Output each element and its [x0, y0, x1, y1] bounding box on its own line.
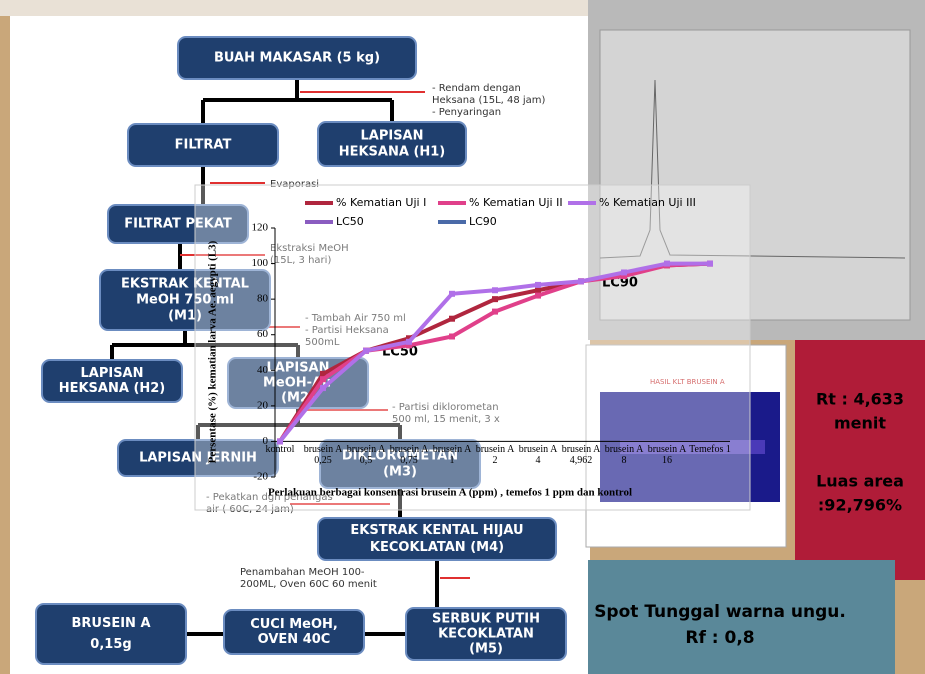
point	[578, 278, 584, 284]
x-tick-label-box: Temefos 1	[688, 444, 732, 474]
flow-node-label: EKSTRAK KENTAL HIJAU	[350, 523, 523, 538]
flow-node-label: FILTRAT	[175, 138, 232, 153]
legend-label: LC90	[469, 215, 497, 228]
point	[664, 261, 670, 267]
area-value: :92,796%	[818, 496, 902, 515]
x-tick-label-box: brusein A 8	[602, 444, 646, 474]
y-tick-label: 120	[252, 222, 269, 234]
point	[535, 282, 541, 288]
x-tick-label: brusein A 1	[430, 444, 474, 466]
x-tick-label: brusein A 2	[473, 444, 517, 466]
x-tick-label-box: brusein A 0,5	[344, 444, 388, 474]
point	[449, 316, 455, 322]
chart: Perlakuan berbagai konsentrasi brusein A…	[195, 185, 750, 510]
point	[320, 385, 326, 391]
flow-node-label: (M5)	[469, 642, 503, 657]
rt-unit: menit	[834, 414, 886, 433]
x-tick-label: brusein A 0,5	[344, 444, 388, 466]
flow-node-label: 0,15g	[90, 637, 131, 652]
flow-note: - Penyaringan	[432, 107, 501, 118]
point	[320, 376, 326, 382]
flow-note: 200ML, Oven 60C 60 menit	[240, 579, 377, 590]
flow-node-label: BRUSEIN A	[71, 616, 150, 631]
point	[363, 348, 369, 354]
legend-label: % Kematian Uji I	[336, 196, 426, 209]
point	[535, 287, 541, 293]
x-tick-label-box: brusein A 4	[516, 444, 560, 474]
flow-node-label: CUCI MeOH,	[250, 617, 338, 632]
x-tick-label: brusein A 4	[516, 444, 560, 466]
point	[449, 333, 455, 339]
flow-node-label: LAPISAN	[360, 129, 423, 144]
point	[535, 293, 541, 299]
x-tick-label: brusein A 4,962	[559, 444, 603, 466]
point	[406, 339, 412, 345]
x-tick-label: brusein A 0,25	[301, 444, 345, 466]
flow-note: Heksana (15L, 48 jam)	[432, 95, 546, 106]
x-tick-label-box: brusein A 4,962	[559, 444, 603, 474]
x-tick-label: Temefos 1	[688, 444, 732, 455]
flow-node	[36, 604, 186, 664]
flow-node-label: KECOKLATAN (M4)	[370, 540, 504, 555]
x-axis-label: Perlakuan berbagai konsentrasi brusein A…	[268, 487, 632, 499]
rt-value: Rt : 4,633	[816, 390, 904, 409]
y-tick-label: 100	[252, 257, 269, 269]
x-tick-label-box: brusein A 2	[473, 444, 517, 474]
x-tick-label: brusein A 0,75	[387, 444, 431, 466]
flow-node-label: HEKSANA (H1)	[339, 145, 446, 160]
point	[707, 261, 713, 267]
y-axis-label: Persentase (%) kematian larva Ae. aegypt…	[207, 240, 219, 463]
x-tick-label-box: brusein A 0,25	[301, 444, 345, 474]
point	[492, 287, 498, 293]
slide: HASIL KLT BRUSEIN A BUAH MAKASAR (5 kg)F…	[0, 0, 925, 674]
flow-node-label: SERBUK PUTIH	[432, 612, 540, 627]
point	[449, 291, 455, 297]
x-tick-label-box: brusein A 0,75	[387, 444, 431, 474]
y-tick-label: 60	[257, 328, 269, 340]
point	[621, 269, 627, 275]
point	[492, 296, 498, 302]
y-tick-label: 40	[257, 364, 269, 376]
x-tick-label: brusein A 16	[645, 444, 689, 466]
flow-note: - Rendam dengan	[432, 83, 521, 94]
rt-panel	[795, 340, 925, 580]
flow-node-label: BUAH MAKASAR (5 kg)	[214, 51, 380, 66]
legend-label: % Kematian Uji II	[469, 196, 563, 209]
y-tick-label: 80	[257, 293, 269, 305]
x-tick-label-box: brusein A 1	[430, 444, 474, 474]
legend-label: % Kematian Uji III	[599, 196, 696, 209]
y-tick-label: 20	[257, 399, 269, 411]
flow-note: Penambahan MeOH 100-	[240, 567, 365, 578]
x-tick-label-box: kontrol	[258, 444, 302, 474]
x-tick-label: kontrol	[258, 444, 302, 455]
spot-text: Spot Tunggal warna ungu.	[594, 602, 846, 622]
legend-label: LC50	[336, 215, 364, 228]
flow-node-label: OVEN 40C	[258, 632, 331, 647]
area-label: Luas area	[816, 472, 904, 491]
rf-text: Rf : 0,8	[685, 628, 754, 648]
point	[492, 309, 498, 315]
x-tick-label: brusein A 8	[602, 444, 646, 466]
x-tick-label-box: brusein A 16	[645, 444, 689, 474]
flow-node-label: HEKSANA (H2)	[59, 381, 166, 396]
point	[277, 438, 283, 444]
flow-node-label: LAPISAN	[80, 366, 143, 381]
flow-node-label: KECOKLATAN	[438, 627, 534, 642]
